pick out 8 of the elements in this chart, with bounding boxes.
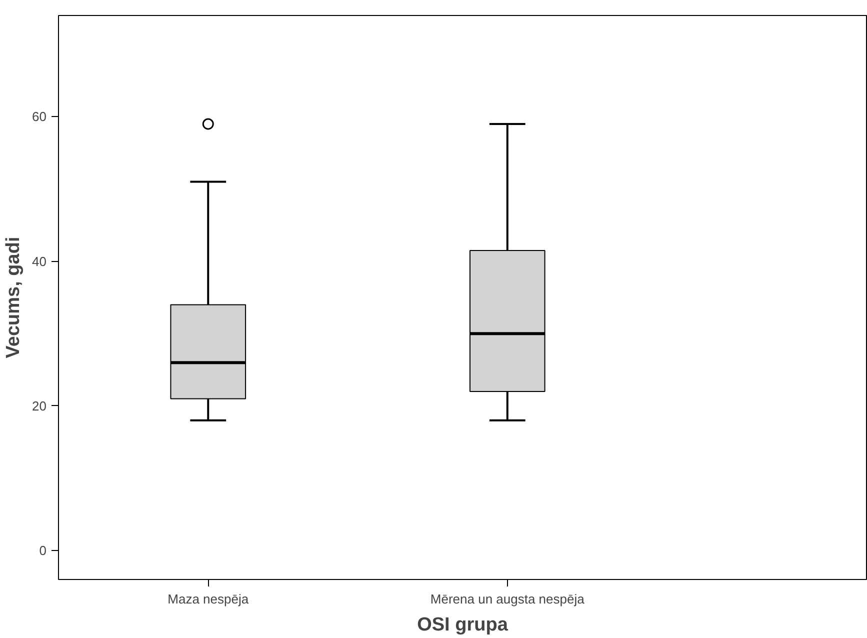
y-axis-title: Vecums, gadi — [3, 236, 24, 358]
x-tick-label: Mērena un augsta nespēja — [430, 592, 586, 606]
y-tick-label: 20 — [32, 398, 47, 414]
y-tick-label: 60 — [32, 109, 47, 124]
y-tick-label: 40 — [32, 254, 47, 269]
y-tick-label: 0 — [39, 543, 47, 558]
x-axis-title: OSI grupa — [417, 614, 508, 636]
x-tick-label: Maza nespēja — [168, 592, 250, 606]
